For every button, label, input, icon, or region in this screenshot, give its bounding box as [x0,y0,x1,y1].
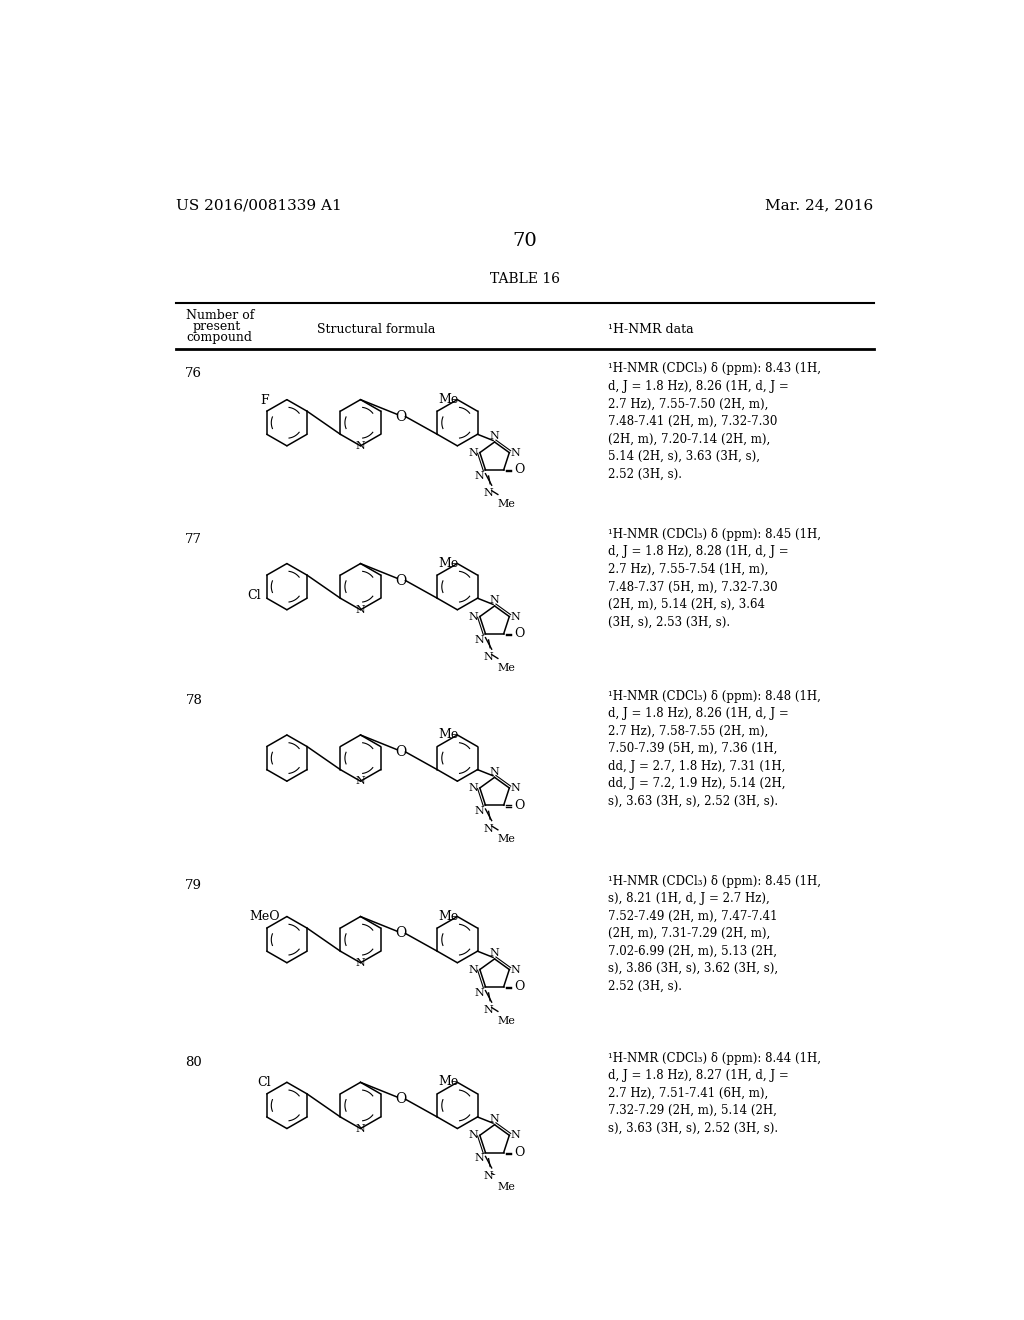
Text: N: N [511,783,520,793]
Text: N: N [489,595,500,605]
Text: Me: Me [438,393,459,405]
Text: 76: 76 [185,367,203,380]
Text: present: present [193,321,241,333]
Text: Cl: Cl [258,1076,271,1089]
Text: N: N [511,447,520,458]
Text: US 2016/0081339 A1: US 2016/0081339 A1 [176,198,342,213]
Text: N: N [483,1171,494,1181]
Text: ¹H-NMR (CDCl₃) δ (ppm): 8.45 (1H,
d, J = 1.8 Hz), 8.28 (1H, d, J =
2.7 Hz), 7.55: ¹H-NMR (CDCl₃) δ (ppm): 8.45 (1H, d, J =… [608,528,821,628]
Text: O: O [514,799,525,812]
Text: F: F [260,393,268,407]
Text: N: N [483,1006,494,1015]
Text: O: O [395,927,407,940]
Text: N: N [474,635,484,644]
Text: 77: 77 [185,533,203,545]
Text: O: O [395,409,407,424]
Text: N: N [489,767,500,776]
Text: N: N [474,807,484,816]
Text: N: N [483,488,494,499]
Text: N: N [355,1123,366,1134]
Text: N: N [469,965,478,974]
Text: N: N [474,471,484,480]
Text: N: N [511,1130,520,1140]
Text: Structural formula: Structural formula [316,323,435,337]
Text: Me: Me [498,834,516,845]
Text: 80: 80 [185,1056,203,1069]
Text: ¹H-NMR (CDCl₃) δ (ppm): 8.48 (1H,
d, J = 1.8 Hz), 8.26 (1H, d, J =
2.7 Hz), 7.58: ¹H-NMR (CDCl₃) δ (ppm): 8.48 (1H, d, J =… [608,689,821,808]
Text: Me: Me [438,557,459,570]
Text: N: N [474,987,484,998]
Text: Me: Me [438,1076,459,1089]
Text: N: N [469,611,478,622]
Text: O: O [514,981,525,993]
Text: N: N [483,824,494,834]
Text: 70: 70 [512,231,538,249]
Text: Me: Me [498,663,516,673]
Text: ¹H-NMR data: ¹H-NMR data [608,323,694,337]
Text: N: N [489,432,500,441]
Text: 78: 78 [185,694,203,708]
Text: N: N [489,1114,500,1123]
Text: Me: Me [438,909,459,923]
Text: Me: Me [498,1016,516,1026]
Text: 79: 79 [185,879,203,892]
Text: O: O [514,463,525,477]
Text: N: N [355,958,366,968]
Text: O: O [395,573,407,587]
Text: ¹H-NMR (CDCl₃) δ (ppm): 8.44 (1H,
d, J = 1.8 Hz), 8.27 (1H, d, J =
2.7 Hz), 7.51: ¹H-NMR (CDCl₃) δ (ppm): 8.44 (1H, d, J =… [608,1052,821,1135]
Text: N: N [469,447,478,458]
Text: N: N [474,1154,484,1163]
Text: N: N [355,776,366,787]
Text: O: O [514,1146,525,1159]
Text: N: N [469,1130,478,1140]
Text: N: N [355,441,366,451]
Text: compound: compound [186,331,252,345]
Text: N: N [355,605,366,615]
Text: N: N [511,611,520,622]
Text: Me: Me [498,499,516,510]
Text: O: O [514,627,525,640]
Text: Number of: Number of [186,309,255,322]
Text: N: N [511,965,520,974]
Text: N: N [469,783,478,793]
Text: TABLE 16: TABLE 16 [489,272,560,286]
Text: O: O [395,744,407,759]
Text: Mar. 24, 2016: Mar. 24, 2016 [765,198,873,213]
Text: ¹H-NMR (CDCl₃) δ (ppm): 8.43 (1H,
d, J = 1.8 Hz), 8.26 (1H, d, J =
2.7 Hz), 7.55: ¹H-NMR (CDCl₃) δ (ppm): 8.43 (1H, d, J =… [608,363,821,480]
Text: ¹H-NMR (CDCl₃) δ (ppm): 8.45 (1H,
s), 8.21 (1H, d, J = 2.7 Hz),
7.52-7.49 (2H, m: ¹H-NMR (CDCl₃) δ (ppm): 8.45 (1H, s), 8.… [608,875,821,993]
Text: Me: Me [498,1181,516,1192]
Text: N: N [483,652,494,663]
Text: Me: Me [438,729,459,741]
Text: Cl: Cl [247,590,260,602]
Text: MeO: MeO [249,911,280,924]
Text: N: N [489,948,500,958]
Text: O: O [395,1092,407,1106]
